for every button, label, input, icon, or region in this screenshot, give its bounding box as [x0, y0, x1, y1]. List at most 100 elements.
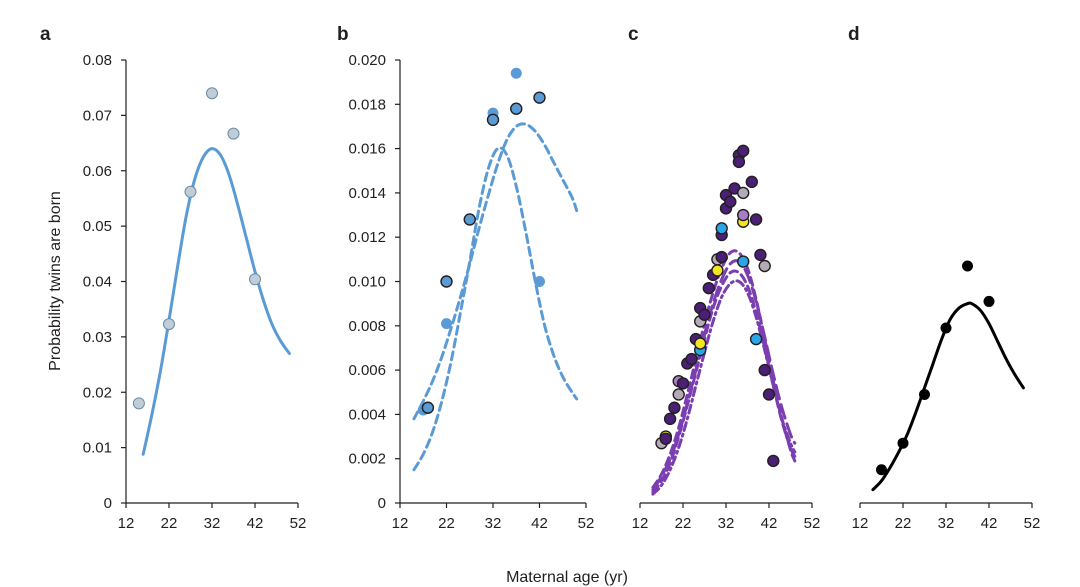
fit-curve-1 — [412, 146, 579, 472]
plot-area: 12 22 32 42 52 0 0.01 0.02 0.03 0.04 0.05 0.06 0.07 0… — [83, 52, 1041, 532]
x-tick-label: 12 — [632, 515, 649, 532]
y-tick-label: 0.012 — [348, 229, 386, 246]
data-point — [668, 401, 681, 414]
data-point — [685, 352, 698, 366]
data-point — [676, 377, 690, 390]
fit-curve-1 — [871, 301, 1025, 492]
x-tick-label: 32 — [204, 515, 221, 532]
data-point — [983, 295, 995, 307]
data-point — [702, 281, 715, 295]
data-point — [737, 186, 750, 200]
data-point — [663, 412, 677, 426]
data-point — [876, 464, 887, 476]
y-tick-label: 0.004 — [348, 406, 386, 423]
data-point — [440, 275, 453, 288]
data-point — [737, 144, 750, 158]
y-tick-label: 0.016 — [348, 141, 386, 158]
data-point — [754, 248, 767, 262]
x-tick-label: 22 — [438, 515, 455, 532]
x-tick-label: 12 — [852, 515, 869, 532]
data-point — [715, 250, 728, 264]
data-point — [715, 222, 728, 235]
data-point — [919, 388, 930, 400]
data-point — [510, 67, 522, 79]
y-tick-label: 0.06 — [83, 163, 112, 180]
data-point — [745, 175, 758, 189]
fit-curve-3 — [651, 279, 797, 496]
data-point — [737, 255, 750, 268]
data-point — [249, 273, 261, 286]
x-tick-label: 32 — [938, 515, 955, 532]
y-tick-label: 0.014 — [348, 185, 386, 202]
data-point — [441, 318, 452, 330]
panel-label-b: b — [337, 24, 349, 45]
data-point — [534, 276, 545, 287]
y-tick-label: 0.020 — [348, 52, 386, 69]
x-tick-label: 12 — [118, 515, 135, 532]
y-tick-label: 0.03 — [83, 329, 112, 346]
x-tick-label: 52 — [1024, 515, 1041, 532]
fit-curve-2 — [412, 122, 579, 421]
x-tick-label: 42 — [761, 515, 778, 532]
panel-d: 12 22 32 42 52 — [852, 260, 1041, 532]
x-tick-label: 52 — [804, 515, 821, 532]
y-tick-label: 0.05 — [83, 218, 112, 235]
panel-c: 12 22 32 42 52 — [632, 144, 821, 532]
data-point — [724, 195, 737, 208]
x-tick-label: 22 — [895, 515, 912, 532]
fit-curve-4 — [651, 259, 797, 492]
x-axis-title: Maternal age (yr) — [506, 569, 628, 586]
y-axis-title: Probability twins are born — [47, 191, 64, 371]
data-point — [758, 259, 771, 273]
y-tick-label: 0.07 — [83, 107, 112, 124]
data-point — [694, 337, 707, 350]
data-point — [659, 432, 672, 445]
data-point — [421, 401, 435, 414]
x-tick-label: 52 — [290, 515, 307, 532]
data-point — [132, 397, 145, 410]
data-point — [749, 332, 763, 346]
panel-b: 12 22 32 42 52 0 0.002 0.004 0.006 0.008 0.010 0.01… — [348, 52, 594, 532]
panel-a: 12 22 32 42 52 0 0.01 0.02 0.03 0.04 0.05 0.06 0.07 0… — [83, 52, 307, 532]
x-tick-label: 42 — [981, 515, 998, 532]
data-point — [897, 437, 909, 449]
data-point — [510, 102, 523, 115]
panel-label-c: c — [628, 24, 639, 45]
data-point — [184, 185, 197, 198]
x-tick-label: 32 — [485, 515, 502, 532]
x-tick-label: 22 — [675, 515, 692, 532]
y-tick-label: 0 — [104, 495, 112, 512]
y-tick-label: 0.08 — [83, 52, 112, 69]
data-point — [163, 318, 175, 331]
data-point — [749, 213, 763, 226]
data-point — [758, 363, 771, 377]
data-point — [737, 208, 750, 222]
y-tick-label: 0.018 — [348, 96, 386, 113]
x-tick-label: 42 — [531, 515, 548, 532]
data-point — [962, 260, 973, 272]
data-point — [486, 113, 500, 127]
x-tick-label: 12 — [392, 515, 409, 532]
panel-label-a: a — [40, 24, 51, 45]
data-point — [940, 322, 952, 334]
x-tick-label: 52 — [578, 515, 595, 532]
x-tick-label: 42 — [247, 515, 264, 532]
data-point — [533, 91, 546, 104]
y-tick-label: 0.010 — [348, 274, 386, 291]
x-tick-label: 22 — [161, 515, 178, 532]
x-tick-label: 32 — [718, 515, 735, 532]
data-point — [767, 454, 780, 468]
data-point — [762, 388, 776, 401]
panel-label-d: d — [848, 24, 860, 45]
y-tick-label: 0.006 — [348, 362, 386, 379]
y-tick-label: 0.04 — [83, 274, 112, 291]
data-point — [672, 388, 685, 401]
data-point — [463, 213, 476, 226]
data-point — [227, 127, 240, 140]
y-tick-label: 0.002 — [348, 451, 386, 468]
data-point — [698, 308, 711, 321]
fit-curve-1 — [141, 147, 291, 456]
y-tick-label: 0.008 — [348, 318, 386, 335]
y-tick-label: 0.01 — [83, 440, 112, 457]
